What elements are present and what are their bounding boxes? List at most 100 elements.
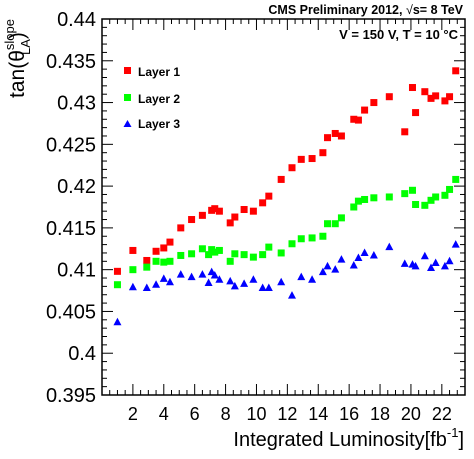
data-point (165, 277, 174, 286)
x-tick-label: 8 (221, 404, 231, 424)
data-point (361, 195, 369, 203)
data-point (277, 175, 285, 183)
data-point (226, 257, 234, 265)
x-tick-label: 4 (159, 404, 169, 424)
data-point (204, 278, 213, 287)
data-point (211, 248, 219, 256)
data-point (440, 261, 449, 270)
data-point (226, 219, 234, 227)
data-point (142, 283, 151, 292)
data-point (354, 253, 363, 261)
y-tick-label: 0.435 (46, 51, 96, 73)
x-axis-title-text: Integrated Luminosity[fb (233, 429, 446, 451)
data-point (408, 186, 416, 194)
data-point (432, 193, 440, 201)
data-point (441, 191, 449, 199)
data-point (288, 240, 296, 248)
data-point (427, 263, 436, 271)
data-point (451, 240, 460, 248)
y-axis-title: tan(θslopeLA) (2, 19, 33, 98)
data-point (113, 281, 121, 289)
data-point (331, 265, 340, 273)
data-point (385, 93, 393, 101)
data-point (308, 155, 316, 163)
data-point (177, 251, 185, 259)
data-point (400, 259, 409, 267)
data-point (128, 282, 137, 291)
legend-label-layer3: Layer 3 (138, 117, 180, 131)
data-point (350, 203, 358, 211)
y-tick-label: 0.4 (68, 343, 96, 365)
series-layer-1 (113, 67, 460, 275)
data-point (143, 256, 151, 264)
x-tick-label: 18 (370, 404, 390, 424)
data-point (370, 194, 378, 202)
x-tick-label: 12 (277, 404, 297, 424)
data-point (265, 192, 273, 200)
data-point (412, 200, 420, 208)
data-point (231, 213, 239, 221)
axis-ticks (102, 18, 465, 396)
data-point (210, 271, 219, 279)
legend-marker-layer1 (124, 67, 131, 74)
data-point (143, 263, 151, 271)
data-point (370, 99, 378, 107)
data-point (411, 261, 420, 270)
data-point (287, 291, 296, 299)
data-point (331, 129, 339, 137)
legend-marker-layer2 (124, 94, 131, 101)
y-axis-title-sub: LA (18, 39, 33, 55)
data-point (308, 234, 316, 242)
plot-frame (101, 18, 466, 396)
data-point (113, 267, 121, 275)
y-tick-label: 0.44 (57, 9, 96, 31)
x-tick-label: 16 (339, 404, 359, 424)
data-point (188, 250, 196, 258)
chart-header: CMS Preliminary 2012, √s= 8 TeV (268, 3, 463, 17)
data-point (431, 258, 440, 266)
data-point (337, 214, 345, 222)
data-point (176, 270, 185, 278)
data-point (369, 250, 378, 259)
data-point (349, 260, 358, 269)
data-point (288, 164, 296, 172)
data-point (259, 199, 267, 207)
x-tick-label: 14 (308, 404, 328, 424)
data-point (446, 185, 454, 193)
data-point (401, 128, 409, 136)
y-tick-label: 0.42 (57, 176, 96, 198)
data-point (198, 211, 206, 219)
x-tick-labels: 2 4 6 8 10 12 14 16 18 20 22 (128, 404, 452, 424)
data-point (319, 232, 327, 240)
data-point (308, 275, 317, 283)
data-point (385, 242, 394, 251)
y-axis-title-sup: slope (2, 19, 17, 50)
data-points (113, 67, 460, 326)
legend-label-layer1: Layer 1 (138, 65, 180, 79)
data-point (215, 207, 223, 215)
data-point (318, 267, 327, 276)
data-point (152, 257, 160, 265)
data-point (361, 106, 369, 114)
data-point (324, 134, 332, 142)
legend: Layer 1 Layer 2 Layer 3 (123, 65, 180, 131)
data-point (432, 92, 440, 100)
data-point (240, 206, 248, 214)
y-axis-title-close: ) (6, 32, 29, 39)
data-point (249, 275, 258, 283)
header-right: s= 8 TeV (413, 3, 464, 17)
data-point (198, 245, 206, 253)
x-axis-title: Integrated Luminosity[fb-1] (233, 425, 464, 451)
conditions-annotation: V = 150 V, T = 10 °C (339, 27, 459, 42)
data-point (297, 155, 305, 163)
data-point (401, 190, 409, 198)
data-point (277, 249, 285, 257)
data-point (259, 251, 267, 259)
data-point (354, 116, 362, 124)
data-point (258, 283, 267, 292)
data-point (350, 115, 358, 123)
data-point (277, 277, 286, 286)
y-tick-label: 0.425 (46, 134, 96, 156)
data-point (427, 196, 435, 204)
header-left: CMS Preliminary 2012, (268, 3, 406, 17)
